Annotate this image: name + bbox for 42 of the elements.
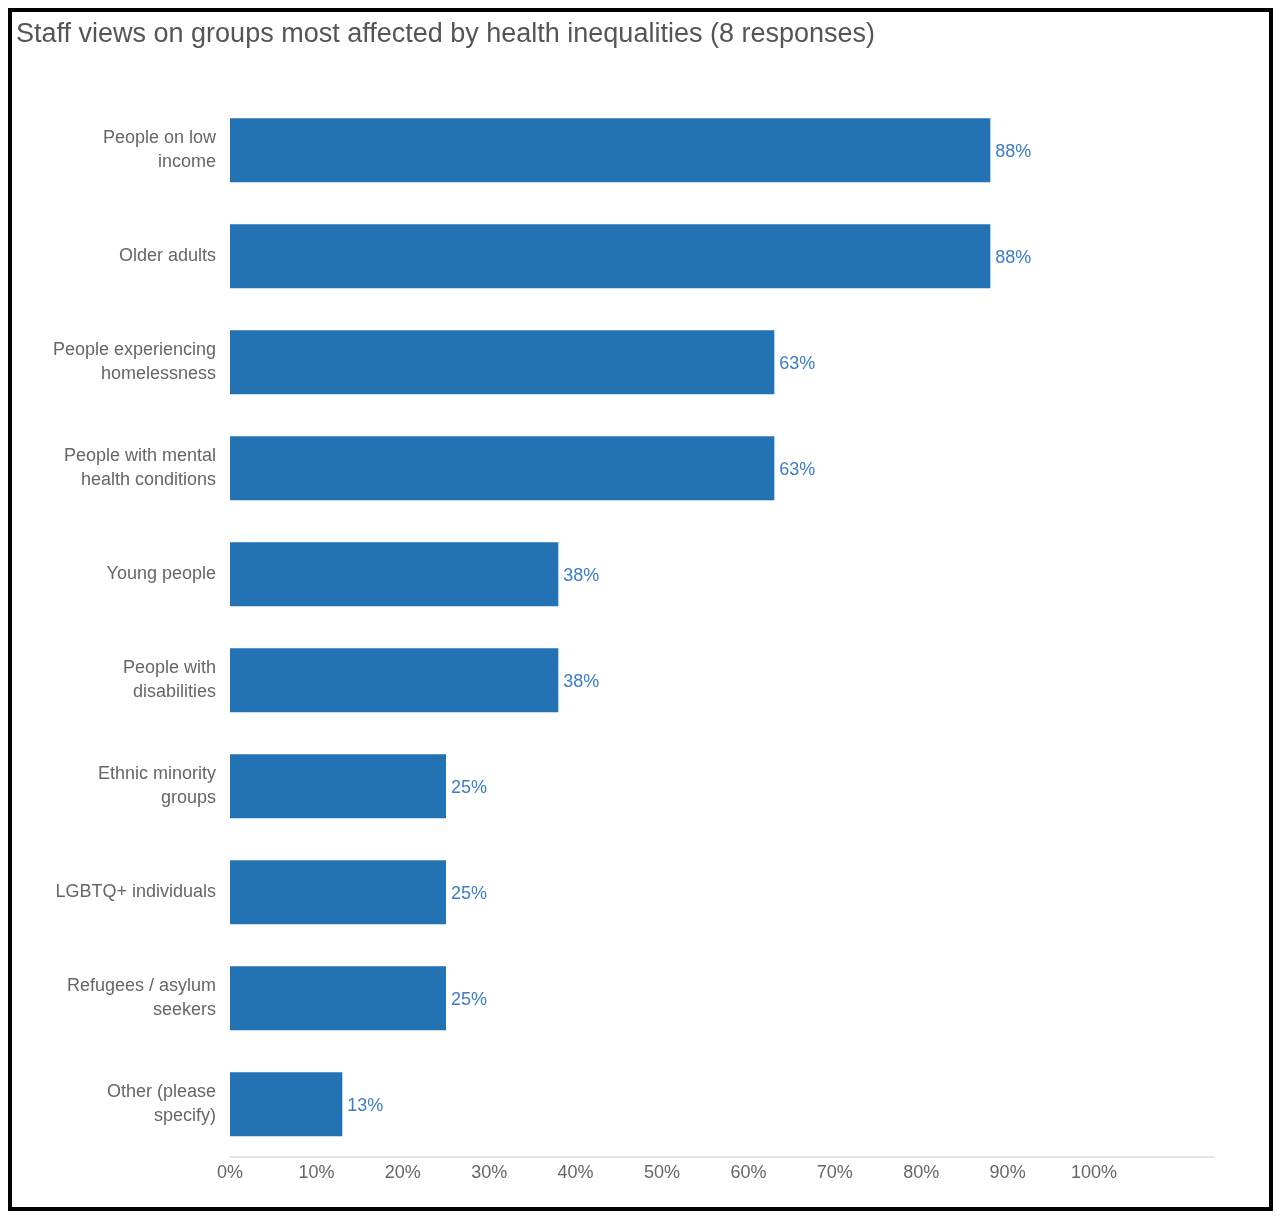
bar [230, 118, 991, 183]
y-tick-label: Older adults [118, 244, 216, 265]
data-label: 38% [563, 670, 600, 691]
data-label: 13% [347, 1094, 384, 1115]
bar [230, 436, 775, 501]
bar [230, 860, 447, 925]
x-tick-label: 20% [384, 1161, 421, 1182]
y-tick-label: Ethnic minority groups [97, 762, 216, 807]
y-tick-label: LGBTQ+ individuals [55, 880, 216, 901]
x-tick-label: 10% [298, 1161, 335, 1182]
x-tick-label: 70% [816, 1161, 853, 1182]
bar [230, 648, 559, 713]
y-tick-label: People experiencing homelessness [52, 338, 216, 383]
y-tick-label: People with disabilities [122, 656, 216, 701]
data-label: 88% [995, 140, 1032, 161]
x-tick-label: 80% [903, 1161, 940, 1182]
x-tick-label: 50% [644, 1161, 681, 1182]
data-label: 25% [451, 776, 488, 797]
bar [230, 754, 447, 819]
data-label: 63% [779, 458, 816, 479]
x-tick-label: 30% [471, 1161, 508, 1182]
x-tick-label: 40% [557, 1161, 594, 1182]
y-tick-label: Refugees / asylum seekers [66, 974, 216, 1019]
bar [230, 966, 447, 1031]
data-label: 63% [779, 352, 816, 373]
y-tick-label: Young people [106, 562, 216, 583]
bar [230, 330, 775, 395]
data-label: 25% [451, 988, 488, 1009]
bar [230, 1072, 343, 1137]
bar [230, 224, 991, 289]
y-tick-label: People on low income [102, 126, 217, 171]
y-tick-label: Other (please specify) [106, 1080, 216, 1125]
bar [230, 542, 559, 607]
data-label: 88% [995, 246, 1032, 267]
y-tick-label: People with mental health conditions [63, 444, 216, 489]
x-tick-label: 60% [730, 1161, 767, 1182]
chart-title: Staff views on groups most affected by health inequalities (8 responses) [15, 17, 876, 50]
x-tick-label: 100% [1071, 1161, 1118, 1182]
data-label: 25% [451, 882, 488, 903]
data-label: 38% [563, 564, 600, 585]
x-tick-label: 90% [989, 1161, 1026, 1182]
x-tick-label: 0% [216, 1161, 244, 1182]
